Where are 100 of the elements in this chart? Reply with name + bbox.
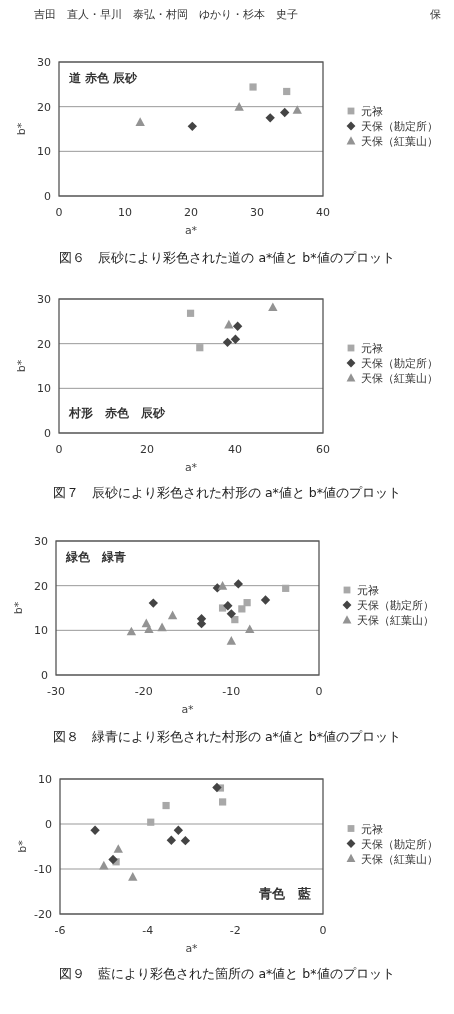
y-tick-label: 10 — [37, 145, 51, 159]
point — [219, 798, 227, 806]
x-tick-label: -10 — [222, 685, 241, 698]
y-tick-label: 0 — [44, 427, 51, 440]
x-tick-label: -2 — [229, 924, 241, 937]
point — [173, 825, 184, 835]
annotation: 緑色 緑青 — [65, 550, 126, 564]
x-axis-title: a* — [184, 224, 198, 237]
y-axis-title: b* — [15, 122, 28, 136]
point — [265, 113, 275, 123]
point — [212, 782, 222, 793]
caption: 図９ 藍により彩色された箇所の a*値と b*値のプロット — [59, 966, 395, 981]
point — [243, 599, 251, 607]
x-tick-label: 0 — [315, 685, 323, 698]
legend-label: 天保（紅葉山） — [361, 135, 438, 147]
point — [187, 121, 197, 131]
legend-label: 天保（紅葉山） — [361, 852, 438, 865]
y-tick-label: -20 — [34, 908, 52, 921]
y-tick-label: 20 — [37, 337, 51, 351]
x-tick-label: 40 — [316, 206, 330, 219]
x-tick-label: 0 — [55, 443, 63, 456]
annotation: 村形 赤色 辰砂 — [68, 406, 166, 420]
point — [223, 601, 233, 611]
y-axis-title: b* — [16, 839, 29, 853]
legend-label: 天保（紅葉山） — [361, 372, 438, 384]
point — [268, 302, 278, 312]
text: 吉田 直人・早川 泰弘・村岡 ゆかり・杉本 史子 保 — [34, 8, 441, 21]
point — [230, 334, 241, 344]
point — [280, 107, 290, 118]
point — [233, 579, 244, 589]
point — [292, 105, 302, 114]
legend-label: 天保（勘定所） — [361, 357, 438, 369]
point — [232, 321, 243, 331]
caption: 図８ 緑青により彩色された村形の a*値と b*値のプロット — [52, 729, 402, 744]
y-tick-label: -10 — [34, 863, 52, 876]
x-tick-label: 60 — [316, 443, 330, 456]
y-tick-label: 10 — [37, 382, 51, 396]
point — [226, 609, 237, 619]
point — [238, 605, 246, 613]
y-tick-label: 30 — [34, 535, 48, 548]
point — [166, 835, 177, 845]
x-tick-label: -20 — [134, 685, 153, 698]
point — [113, 844, 123, 853]
point — [217, 581, 228, 590]
point — [224, 319, 234, 329]
x-axis-title: a* — [185, 942, 199, 955]
x-tick-label: 0 — [319, 924, 327, 937]
y-tick-label: 0 — [45, 818, 52, 831]
legend-label: 元禄 — [361, 822, 383, 835]
y-tick-label: 10 — [38, 773, 52, 786]
point — [128, 872, 138, 881]
y-tick-label: 10 — [34, 624, 48, 638]
y-axis-title: b* — [15, 359, 28, 373]
point — [90, 825, 100, 835]
point — [162, 801, 170, 810]
point — [249, 83, 257, 91]
x-tick-label: 30 — [250, 206, 264, 219]
y-axis-title: b* — [12, 601, 25, 615]
point — [99, 860, 109, 870]
legend-label: 元禄 — [357, 584, 379, 596]
x-axis-title: a* — [181, 703, 195, 716]
x-tick-label: -4 — [142, 924, 154, 937]
y-tick-label: 0 — [41, 669, 48, 682]
legend-label: 天保（紅葉山） — [357, 614, 434, 626]
legend-label: 元禄 — [361, 342, 383, 354]
x-tick-label: 40 — [228, 443, 242, 456]
point — [180, 835, 191, 846]
legend-label: 天保（勘定所） — [361, 837, 438, 850]
legend-label: 元禄 — [361, 105, 383, 117]
point — [126, 626, 137, 636]
y-tick-label: 0 — [44, 190, 51, 203]
x-tick-label: 10 — [118, 206, 132, 219]
point — [282, 584, 290, 592]
point — [157, 622, 167, 632]
x-tick-label: -6 — [54, 924, 66, 937]
y-tick-label: 30 — [37, 56, 51, 69]
point — [196, 344, 204, 352]
x-tick-label: -30 — [47, 685, 65, 698]
point — [260, 595, 271, 605]
point — [226, 636, 237, 645]
point — [186, 309, 195, 317]
caption: 図６ 辰砂により彩色された道の a*値と b*値のプロット — [59, 250, 395, 265]
point — [234, 102, 244, 111]
x-tick-label: 20 — [140, 443, 154, 456]
caption: 図７ 辰砂により彩色された村形の a*値と b*値のプロット — [52, 485, 402, 500]
legend-label: 天保（勘定所） — [357, 599, 434, 611]
point — [148, 598, 158, 608]
point — [167, 610, 178, 620]
annotation: 道 赤色 辰砂 — [69, 71, 139, 85]
x-axis-title: a* — [184, 461, 198, 474]
x-tick-label: 0 — [55, 206, 63, 219]
x-tick-label: 20 — [184, 206, 198, 219]
y-tick-label: 30 — [37, 293, 51, 306]
y-tick-label: 20 — [37, 100, 51, 114]
point — [147, 818, 155, 826]
point — [222, 337, 233, 348]
point — [245, 624, 255, 634]
y-tick-label: 20 — [34, 579, 48, 593]
legend-label: 天保（勘定所） — [361, 120, 438, 132]
point — [135, 117, 145, 126]
